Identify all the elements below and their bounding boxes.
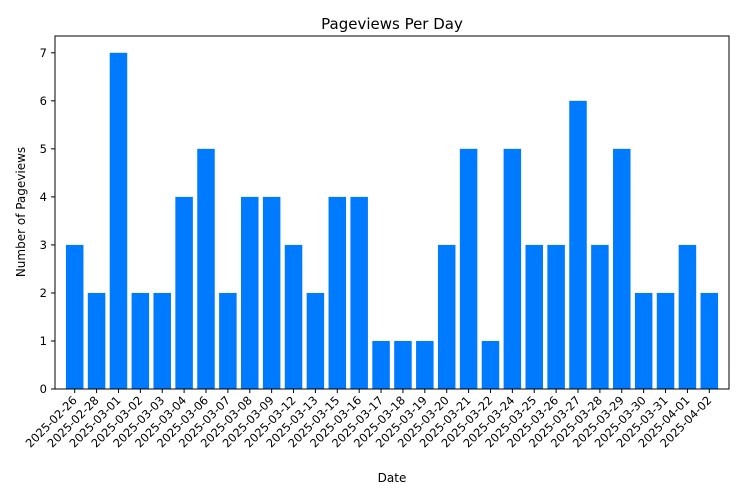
y-tick-label: 1 bbox=[40, 334, 47, 348]
bar-2025-03-06 bbox=[197, 148, 215, 389]
bar-2025-03-19 bbox=[416, 340, 434, 389]
y-tick-label: 4 bbox=[40, 190, 47, 204]
bar-2025-03-01 bbox=[109, 52, 128, 390]
y-axis: 0 1 2 3 4 5 6 7 bbox=[40, 46, 55, 396]
bar-2025-03-09 bbox=[262, 196, 281, 389]
bar-2025-04-02 bbox=[700, 292, 719, 389]
y-tick-label: 6 bbox=[40, 94, 47, 108]
bar-2025-03-30 bbox=[634, 292, 653, 389]
bar-2025-02-26 bbox=[65, 244, 84, 389]
bar-2025-03-29 bbox=[613, 148, 631, 389]
bar-2025-03-25 bbox=[525, 244, 543, 389]
bar-2025-03-28 bbox=[591, 244, 609, 389]
bar-2025-03-12 bbox=[284, 244, 303, 389]
bar-2025-03-17 bbox=[372, 340, 390, 389]
bar-2025-03-02 bbox=[131, 292, 150, 389]
bar-2025-03-03 bbox=[153, 292, 171, 389]
y-tick-label: 2 bbox=[40, 286, 47, 300]
bar-2025-03-24 bbox=[503, 148, 522, 389]
x-axis-label: Date bbox=[378, 471, 407, 485]
bar-2025-03-31 bbox=[656, 292, 675, 389]
bar-2025-03-26 bbox=[547, 244, 565, 389]
bar-2025-03-13 bbox=[306, 292, 325, 389]
bars-layer bbox=[65, 52, 719, 390]
bar-2025-03-21 bbox=[459, 148, 478, 389]
plot-frame bbox=[54, 35, 730, 390]
bar-2025-03-20 bbox=[437, 244, 456, 389]
bar-2025-02-28 bbox=[87, 292, 106, 389]
bar-2025-03-15 bbox=[328, 196, 347, 389]
bar-2025-03-08 bbox=[241, 196, 259, 389]
y-tick-label: 5 bbox=[40, 142, 47, 156]
bar-2025-03-27 bbox=[569, 100, 587, 389]
bar-2025-04-01 bbox=[678, 244, 697, 389]
y-axis-label: Number of Pageviews bbox=[14, 147, 28, 277]
y-tick-label: 7 bbox=[40, 46, 47, 60]
bar-2025-03-18 bbox=[394, 340, 412, 389]
y-tick-label: 3 bbox=[40, 238, 47, 252]
x-axis: 2025-02-262025-02-282025-03-012025-03-02… bbox=[23, 389, 714, 450]
bar-2025-03-22 bbox=[481, 340, 500, 389]
bar-2025-03-16 bbox=[350, 196, 368, 389]
bar-2025-03-07 bbox=[219, 292, 237, 389]
y-tick-label: 0 bbox=[40, 382, 47, 396]
bar-2025-03-04 bbox=[175, 196, 193, 389]
chart-title: Pageviews Per Day bbox=[321, 15, 463, 33]
